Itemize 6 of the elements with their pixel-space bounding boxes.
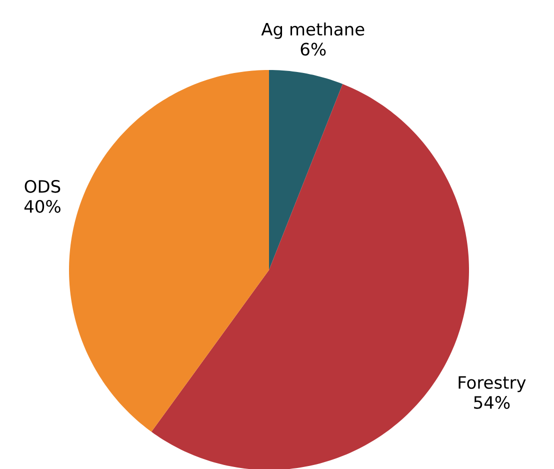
- data-label: 6%: [300, 42, 326, 56]
- slice-label: Forestry: [458, 376, 526, 392]
- data-label: 54%: [474, 396, 510, 409]
- slice-label: ODS: [24, 180, 60, 193]
- slice-label: Ag methane: [261, 22, 364, 39]
- data-label: 40%: [24, 200, 60, 213]
